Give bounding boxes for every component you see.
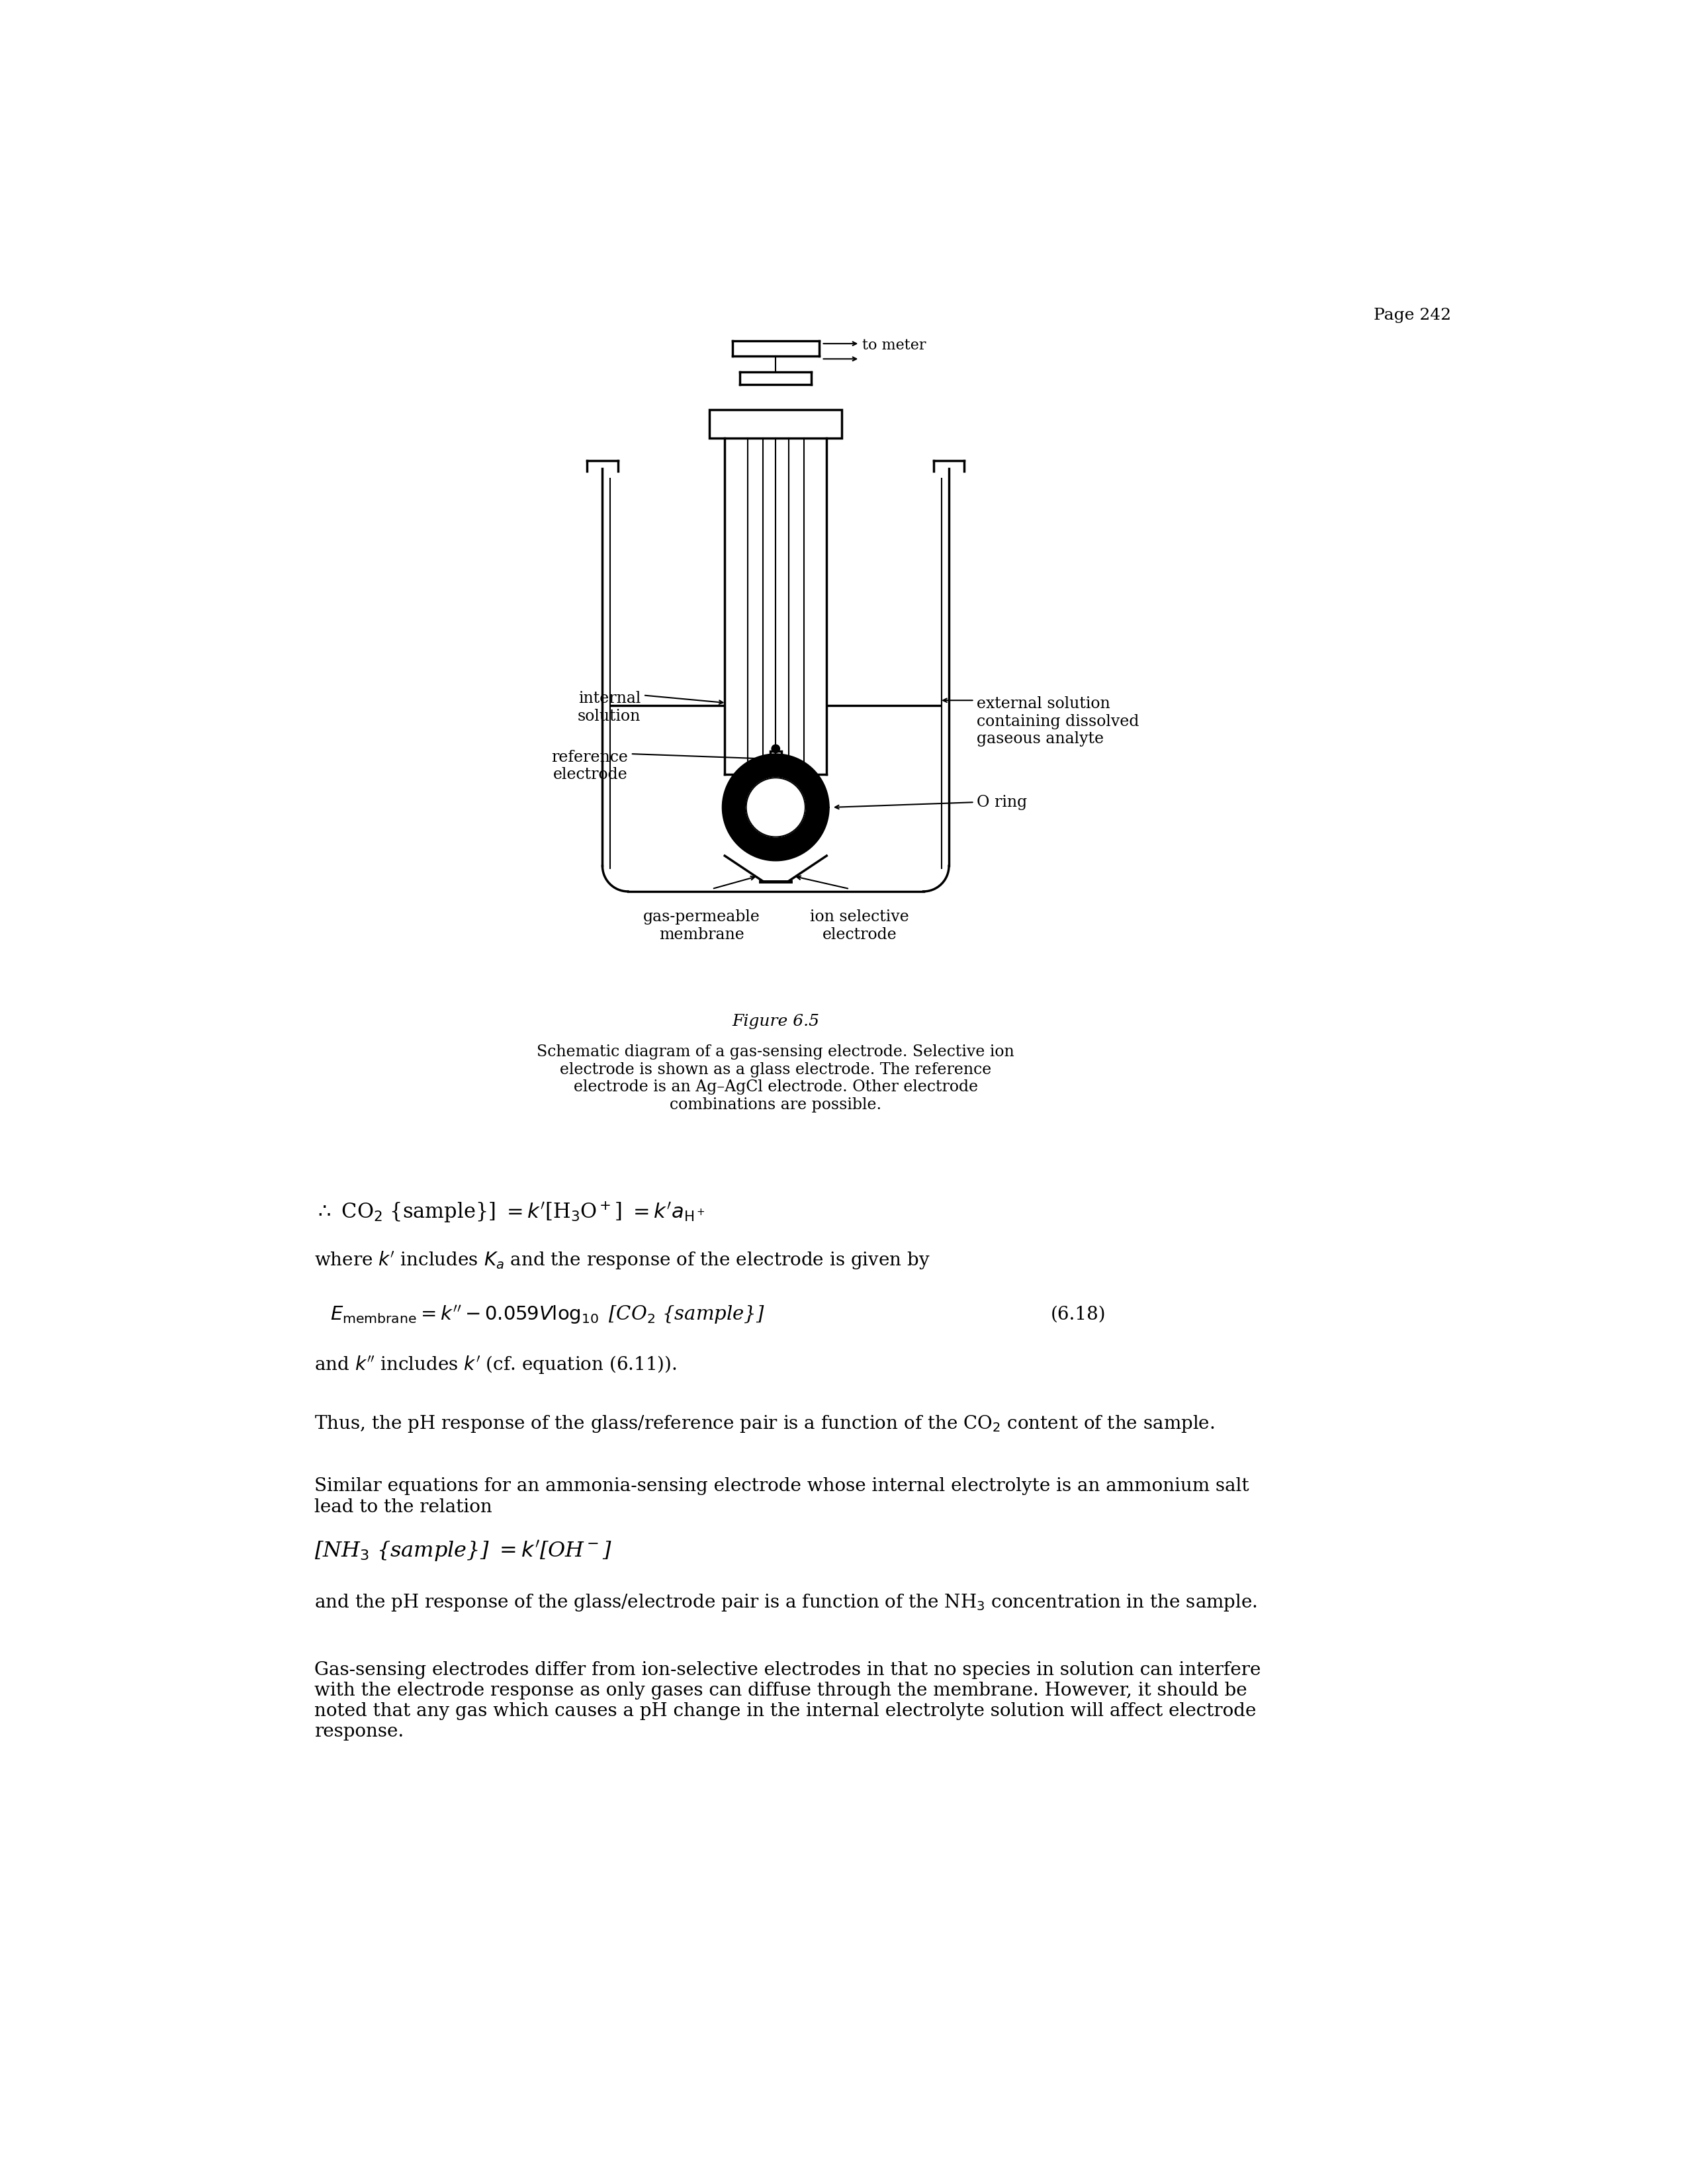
Text: $\therefore$ CO$_2$ {sample}] $= k'$[H$_3$O$^+$] $= k'a_{\rm H^+}$: $\therefore$ CO$_2$ {sample}] $= k'$[H$_… (314, 1201, 706, 1225)
Text: Schematic diagram of a gas-sensing electrode. Selective ion
electrode is shown a: Schematic diagram of a gas-sensing elect… (537, 1044, 1014, 1112)
Text: internal
solution: internal solution (577, 690, 641, 723)
Text: Similar equations for an ammonia-sensing electrode whose internal electrolyte is: Similar equations for an ammonia-sensing… (314, 1476, 1249, 1516)
Text: (6.18): (6.18) (1052, 1306, 1106, 1324)
Circle shape (771, 745, 780, 753)
Text: where $k'$ includes $K_a$ and the response of the electrode is given by: where $k'$ includes $K_a$ and the respon… (314, 1249, 930, 1271)
Text: gas-permeable
membrane: gas-permeable membrane (643, 909, 760, 943)
Circle shape (746, 778, 805, 836)
Text: Figure 6.5: Figure 6.5 (733, 1013, 819, 1029)
Text: [NH$_3$ {sample}] $= k'$[OH$^-$]: [NH$_3$ {sample}] $= k'$[OH$^-$] (314, 1540, 613, 1564)
Text: reference
electrode: reference electrode (552, 749, 628, 782)
Text: O ring: O ring (977, 795, 1028, 810)
Text: to meter: to meter (863, 339, 927, 352)
Text: Gas-sensing electrodes differ from ion-selective electrodes in that no species i: Gas-sensing electrodes differ from ion-s… (314, 1662, 1261, 1741)
Text: and $k''$ includes $k'$ (cf. equation (6.11)).: and $k''$ includes $k'$ (cf. equation (6… (314, 1354, 677, 1376)
Circle shape (746, 778, 805, 836)
Bar (770, 751, 782, 767)
Text: Thus, the pH response of the glass/reference pair is a function of the CO$_2$ co: Thus, the pH response of the glass/refer… (314, 1413, 1215, 1435)
Text: Page 242: Page 242 (1374, 308, 1452, 323)
Text: and the pH response of the glass/electrode pair is a function of the NH$_3$ conc: and the pH response of the glass/electro… (314, 1592, 1258, 1612)
Text: ion selective
electrode: ion selective electrode (810, 909, 910, 943)
Polygon shape (722, 753, 829, 860)
Text: external solution
containing dissolved
gaseous analyte: external solution containing dissolved g… (977, 697, 1139, 747)
Bar (709, 411, 842, 437)
Text: $E_{\rm membrane} = k'' - 0.059V\log_{10}$ [CO$_2$ {sample}]: $E_{\rm membrane} = k'' - 0.059V\log_{10… (329, 1304, 765, 1326)
